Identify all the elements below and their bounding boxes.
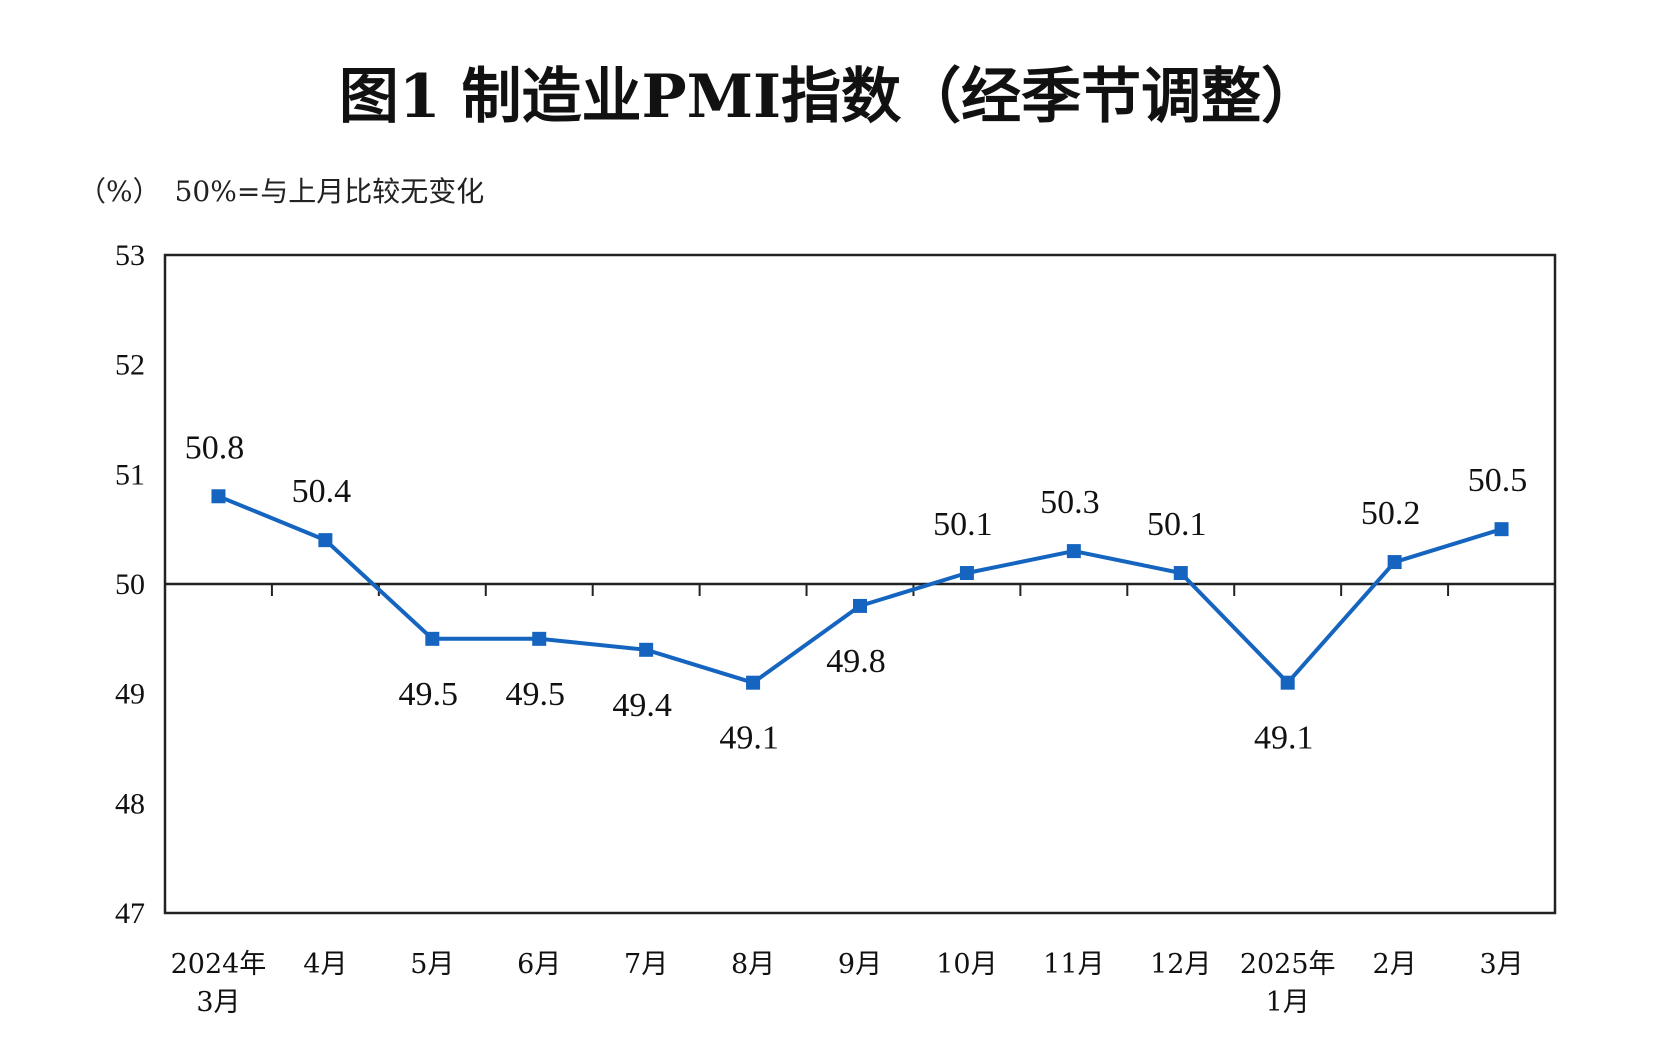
x-category-label: 2024年 xyxy=(171,949,267,980)
x-category-label: 9月 xyxy=(838,949,882,980)
data-point-marker xyxy=(318,533,333,548)
data-label: 50.5 xyxy=(1468,462,1528,499)
data-point-marker xyxy=(1173,566,1188,581)
data-label: 49.4 xyxy=(612,687,672,724)
data-point-marker xyxy=(1280,675,1295,690)
x-category-label: 2月 xyxy=(1373,949,1417,980)
data-label: 50.2 xyxy=(1361,495,1421,532)
data-label: 50.1 xyxy=(1147,506,1207,543)
data-label: 50.1 xyxy=(933,506,993,543)
y-tick-label: 51 xyxy=(115,458,145,491)
data-point-marker xyxy=(853,598,867,613)
x-category-label: 11月 xyxy=(1043,949,1104,980)
x-category-label: 6月 xyxy=(517,949,561,980)
data-label: 50.8 xyxy=(185,429,245,466)
x-category-label: 10月 xyxy=(936,949,997,980)
unit-label: （%） xyxy=(78,175,161,208)
data-label: 49.5 xyxy=(505,676,565,713)
chart-title: 图1 制造业PMI指数（经季节调整） xyxy=(338,62,1322,132)
reference-note: 50%=与上月比较无变化 xyxy=(174,175,485,208)
data-point-marker xyxy=(746,675,761,690)
data-point-marker xyxy=(1387,555,1402,570)
x-category-label: 3月 xyxy=(1479,949,1523,980)
data-point-marker xyxy=(532,631,547,646)
data-label: 50.3 xyxy=(1040,484,1100,521)
x-category-label: 2025年 xyxy=(1240,949,1336,980)
data-point-marker xyxy=(1494,522,1509,537)
y-tick-label: 53 xyxy=(115,239,145,272)
x-category-label: 7月 xyxy=(624,949,668,980)
data-point-marker xyxy=(639,642,654,657)
y-tick-label: 50 xyxy=(115,568,145,601)
data-point-marker xyxy=(211,489,226,504)
x-category-label: 4月 xyxy=(303,949,347,980)
y-tick-label: 52 xyxy=(115,349,145,382)
unit-annotation: （%） 50%=与上月比较无变化 xyxy=(78,170,484,210)
x-category-label: 3月 xyxy=(196,987,240,1018)
x-category-label: 5月 xyxy=(410,949,454,980)
series-layer xyxy=(211,489,1509,690)
y-tick-label: 48 xyxy=(115,787,145,820)
data-label: 49.5 xyxy=(399,676,459,713)
data-point-marker xyxy=(1066,544,1081,559)
data-label: 49.1 xyxy=(1254,720,1314,757)
data-label: 49.8 xyxy=(826,643,886,680)
y-tick-label: 47 xyxy=(115,897,145,930)
data-label-layer: 50.8 50.4 49.5 49.5 49.4 49.1 49.8 50.1 50.3 50.1… xyxy=(185,429,1528,756)
data-point-marker xyxy=(425,631,440,646)
x-category-label: 1月 xyxy=(1266,987,1310,1018)
x-category-label: 8月 xyxy=(731,949,775,980)
data-point-marker xyxy=(959,566,974,581)
data-label: 50.4 xyxy=(292,473,352,510)
axis-layer: 53 52 51 50 49 48 47 2024年 3月 4月 5月 6月 7月 8月 9月 10月 11月 1… xyxy=(115,239,1557,1018)
data-label: 49.1 xyxy=(719,720,779,757)
y-tick-label: 49 xyxy=(115,678,145,711)
x-category-label: 12月 xyxy=(1150,949,1211,980)
